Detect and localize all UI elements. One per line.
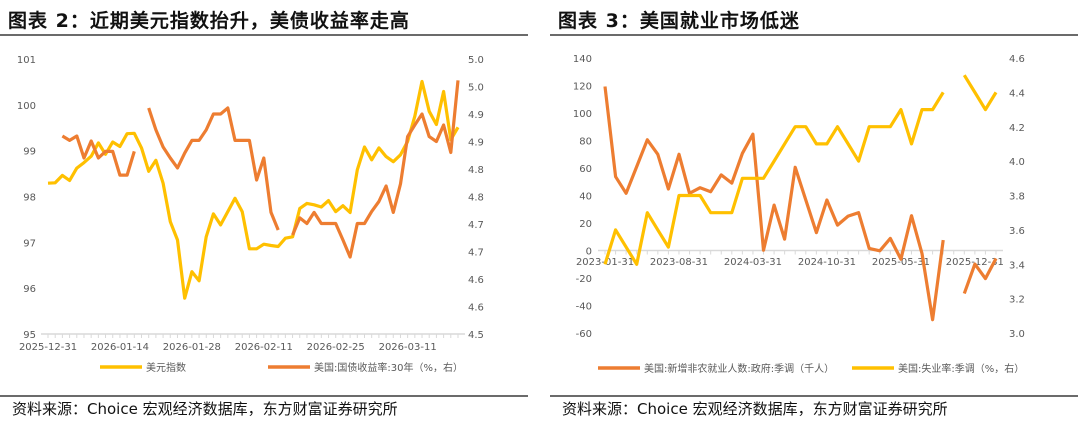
y-right-tick-label: 3.4 [1009, 260, 1025, 271]
x-tick-label: 2024-10-31 [798, 257, 856, 268]
x-tick-label: 2026-02-11 [235, 342, 293, 353]
y-right-tick-label: 3.0 [1009, 329, 1025, 340]
y-left-tick-label: 100 [573, 109, 592, 120]
y-right-tick-label: 4.8 [468, 165, 484, 176]
y-left-tick-label: -40 [576, 302, 592, 313]
y-left-tick-label: 20 [579, 219, 592, 230]
chart-title: 图表 2：近期美元指数抬升，美债收益率走高 [8, 10, 410, 32]
y-right-tick-label: 3.8 [1009, 192, 1025, 203]
y-left-tick-label: 80 [579, 137, 592, 148]
chart-title: 图表 3：美国就业市场低迷 [558, 10, 800, 32]
y-right-tick-label: 4.6 [468, 303, 484, 314]
y-left-tick-label: 96 [23, 284, 36, 295]
y-left-tick-label: 140 [573, 54, 592, 65]
y-left-tick-label: 97 [23, 238, 36, 249]
y-left-tick-label: 40 [579, 192, 592, 203]
y-left-tick-label: 98 [23, 193, 36, 204]
y-right-tick-label: 3.6 [1009, 226, 1025, 237]
x-tick-label: 2026-02-25 [307, 342, 365, 353]
source-divider [550, 395, 1078, 397]
y-left-tick-label: -60 [576, 329, 592, 340]
y-left-tick-label: 100 [17, 101, 36, 112]
series-line-1 [603, 86, 998, 322]
x-tick-label: 2025-05-31 [872, 257, 930, 268]
x-tick-label: 2026-01-28 [163, 342, 221, 353]
y-right-tick-label: 4.8 [468, 193, 484, 204]
legend-label: 美国:国债收益率:30年（%，右） [314, 361, 463, 374]
chart-employment: -60 -40 -20 0 20 40 60 80 100 120 140 3.0 3.2 3.4 3.6 3… [573, 54, 1025, 375]
y-left-tick-label: -20 [576, 274, 592, 285]
y-right-tick-label: 4.6 [468, 275, 484, 286]
y-left-tick-label: 95 [23, 330, 36, 341]
title-divider [0, 34, 528, 36]
y-left-tick-label: 101 [17, 55, 36, 66]
y-left-tick-label: 99 [23, 147, 36, 158]
y-left-tick-label: 0 [586, 247, 592, 258]
legend-label: 美国:新增非农就业人数:政府:季调（千人） [644, 362, 834, 375]
y-left-tick-label: 60 [579, 164, 592, 175]
title-divider [550, 34, 1078, 36]
y-right-tick-label: 4.9 [468, 138, 484, 149]
y-right-tick-label: 5.0 [468, 83, 484, 94]
source-note: 资料来源：Choice 宏观经济数据库，东方财富证券研究所 [12, 400, 398, 418]
source-note: 资料来源：Choice 宏观经济数据库，东方财富证券研究所 [562, 400, 948, 418]
chart-panel-usd-treasury: 图表 2：近期美元指数抬升，美债收益率走高 95 96 97 98 99 100 101 4.… [0, 0, 530, 436]
y-right-tick-label: 4.9 [468, 110, 484, 121]
legend-label: 美国:失业率:季调（%，右） [898, 362, 1024, 375]
y-right-tick-label: 4.5 [468, 330, 484, 341]
x-tick-label: 2023-08-31 [650, 257, 708, 268]
y-right-tick-label: 4.4 [1009, 88, 1025, 99]
x-tick-label: 2024-03-31 [724, 257, 782, 268]
x-tick-label: 2025-12-31 [19, 342, 77, 353]
series-line-2 [61, 80, 460, 259]
x-tick-label: 2025-12-31 [946, 257, 1004, 268]
y-right-tick-label: 3.2 [1009, 295, 1025, 306]
y-right-tick-label: 4.6 [1009, 54, 1025, 65]
legend-label: 美元指数 [146, 361, 186, 374]
x-tick-label: 2026-03-11 [379, 342, 437, 353]
y-right-tick-label: 4.2 [1009, 123, 1025, 134]
series-line-1 [47, 79, 460, 300]
x-tick-label: 2026-01-14 [91, 342, 149, 353]
y-right-tick-label: 5.0 [468, 55, 484, 66]
chart-panel-employment: 图表 3：美国就业市场低迷 -60 -40 -20 0 20 40 60 80 100 120 14… [550, 0, 1080, 436]
source-divider [0, 395, 528, 397]
y-right-tick-label: 4.0 [1009, 157, 1025, 168]
chart-usd-treasury: 95 96 97 98 99 100 101 4.5 4.6 4.6 4.7 4.7 4.8 4.8 4.9… [17, 55, 484, 374]
y-right-tick-label: 4.7 [468, 220, 484, 231]
y-left-tick-label: 120 [573, 82, 592, 93]
y-right-tick-label: 4.7 [468, 248, 484, 259]
